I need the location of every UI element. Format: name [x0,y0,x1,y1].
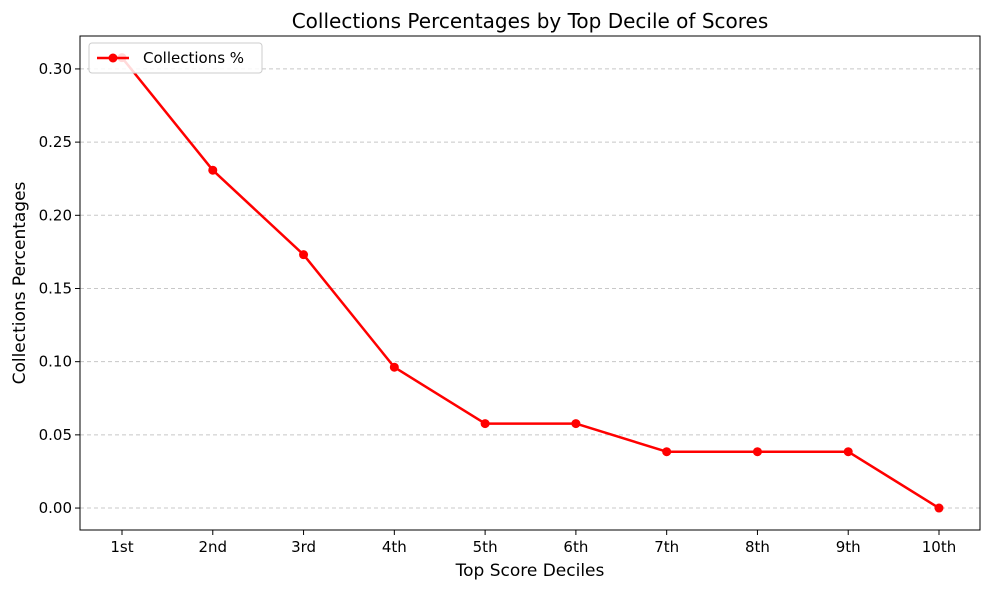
x-axis-ticks: 1st 2nd 3rd 4th 5th 6th 7th 8th 9th 10th [110,530,956,556]
data-point [662,447,672,457]
data-point [843,447,853,457]
grid [80,68,980,509]
x-tick-label: 10th [922,538,956,556]
x-tick-label: 3rd [291,538,316,556]
legend: Collections % [88,42,263,74]
legend-label: Collections % [143,49,244,67]
y-tick-label: 0.05 [39,426,72,444]
chart-title: Collections Percentages by Top Decile of… [292,9,769,33]
legend-marker [108,53,118,63]
x-tick-label: 7th [654,538,679,556]
x-tick-label: 8th [745,538,770,556]
x-tick-label: 2nd [198,538,227,556]
x-tick-label: 9th [836,538,861,556]
y-tick-label: 0.15 [39,279,72,297]
y-axis-label: Collections Percentages [10,181,30,384]
data-point [389,362,399,372]
y-tick-label: 0.00 [39,499,72,517]
series-line [121,56,940,510]
y-axis-ticks: 0.00 0.05 0.10 0.15 0.20 0.25 0.30 [39,60,80,517]
legend-box [88,42,263,74]
y-tick-label: 0.20 [39,206,72,224]
y-tick-label: 0.30 [39,60,72,78]
data-point [480,419,490,429]
data-point [208,165,218,175]
plot-frame [79,35,981,531]
x-axis-label: Top Score Deciles [455,561,605,581]
x-tick-label: 5th [473,538,498,556]
series-group [117,53,944,513]
data-point [752,447,762,457]
data-point [571,419,581,429]
x-tick-label: 6th [563,538,588,556]
data-point [299,250,309,260]
x-tick-label: 4th [382,538,407,556]
y-tick-label: 0.10 [39,353,72,371]
data-point [934,503,944,513]
y-tick-label: 0.25 [39,133,72,151]
x-tick-label: 1st [110,538,133,556]
